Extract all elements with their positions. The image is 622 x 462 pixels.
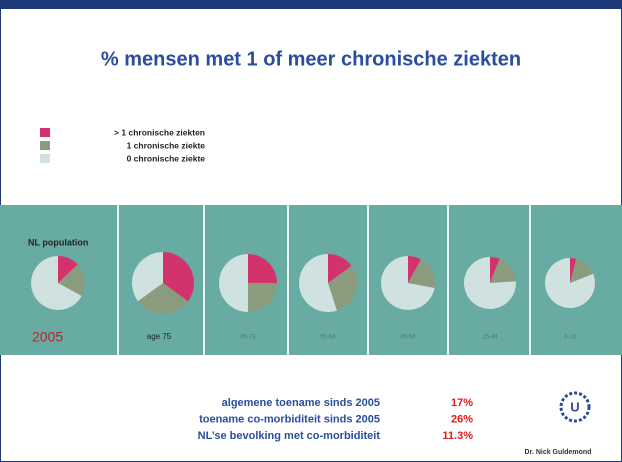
- pie-slice: [163, 252, 194, 302]
- pie-slice: [570, 258, 577, 283]
- pie-slice: [137, 283, 189, 315]
- pie-slice: [248, 254, 277, 283]
- author: Dr. Nick Guldemond: [525, 449, 592, 456]
- pie-slice: [328, 254, 352, 283]
- slide-title: % mensen met 1 of meer chronische ziekte…: [101, 48, 521, 70]
- pie-slice: [408, 256, 422, 283]
- top-bar: [0, 0, 622, 9]
- age-label: 55-64: [320, 335, 336, 341]
- pie-slice: [381, 256, 435, 310]
- legend-swatch: [40, 141, 50, 150]
- pie-slice: [328, 265, 358, 311]
- pie-slice: [544, 258, 595, 308]
- age-label: 65-74: [240, 335, 256, 341]
- summary-value: 26%: [451, 413, 473, 425]
- age-label: 25-44: [482, 335, 498, 341]
- legend-label: 1 chronische ziekte: [127, 140, 206, 150]
- summary-label: toename co-morbiditeit sinds 2005: [199, 413, 380, 425]
- pie-slice: [58, 264, 85, 297]
- legend-label: > 1 chronische ziekten: [114, 127, 205, 137]
- pie-slice: [248, 283, 277, 312]
- summary-value: 17%: [451, 397, 473, 409]
- dividers: [117, 205, 531, 355]
- summary-label: algemene toename sinds 2005: [222, 397, 380, 409]
- pie-slice: [490, 257, 500, 283]
- pie-slice: [219, 254, 248, 312]
- pie-slice: [464, 257, 516, 309]
- pie-slice: [131, 252, 163, 302]
- year-label: 2005: [32, 329, 63, 345]
- pie-slice: [490, 258, 516, 283]
- pie-slice: [570, 258, 594, 283]
- logo-text: U: [570, 399, 579, 414]
- pie-slice: [408, 259, 435, 289]
- summary-value: 11.3%: [442, 430, 473, 442]
- legend-label: 0 chronische ziekte: [127, 153, 206, 163]
- population-label: NL population: [28, 237, 88, 247]
- summary-label: NL’se bevolking met co-morbiditeit: [198, 430, 381, 442]
- legend-swatch: [40, 128, 50, 137]
- pie-slice: [299, 254, 337, 312]
- legend-swatch: [40, 154, 50, 163]
- pie-slice: [31, 256, 82, 310]
- age-label: 0-24: [564, 335, 577, 341]
- age-label: age 75: [147, 332, 172, 341]
- pie-slice: [58, 256, 78, 283]
- logo: [559, 391, 591, 423]
- age-label: 45-54: [400, 335, 416, 341]
